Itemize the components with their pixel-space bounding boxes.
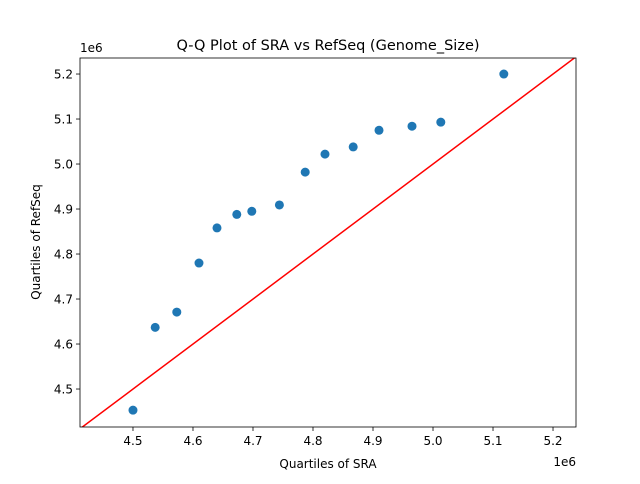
- data-point: [232, 209, 242, 219]
- data-point: [172, 307, 182, 317]
- data-point: [499, 69, 509, 79]
- x-tick-label: 4.9: [363, 434, 382, 448]
- data-point: [212, 223, 222, 233]
- data-point: [150, 322, 160, 332]
- y-tick-label: 4.7: [54, 293, 73, 307]
- x-tick-label: 5.2: [543, 434, 562, 448]
- data-point: [274, 200, 284, 210]
- x-offset-label: 1e6: [553, 455, 576, 469]
- plot-frame: [79, 57, 577, 428]
- y-tick-label: 4.5: [54, 383, 73, 397]
- data-point: [407, 121, 417, 131]
- y-offset-label: 1e6: [80, 41, 103, 55]
- y-tick-label: 4.8: [54, 248, 73, 262]
- x-tick-label: 5.0: [423, 434, 442, 448]
- x-tick-label: 4.5: [123, 434, 142, 448]
- y-tick-label: 5.1: [54, 113, 73, 127]
- y-tick-label: 4.6: [54, 338, 73, 352]
- y-tick-label: 4.9: [54, 203, 73, 217]
- x-tick-label: 4.7: [243, 434, 262, 448]
- data-point: [348, 142, 358, 152]
- data-point: [320, 149, 330, 159]
- reference-line: [81, 58, 576, 427]
- data-point: [300, 167, 310, 177]
- data-point: [247, 206, 257, 216]
- x-tick-label: 5.1: [483, 434, 502, 448]
- x-axis-label: Quartiles of SRA: [279, 457, 377, 471]
- x-tick-label: 4.6: [183, 434, 202, 448]
- data-point: [194, 258, 204, 268]
- data-point: [436, 117, 446, 127]
- y-tick-label: 5.0: [54, 158, 73, 172]
- chart-title: Q-Q Plot of SRA vs RefSeq (Genome_Size): [176, 38, 479, 54]
- data-point: [374, 125, 384, 135]
- data-point: [128, 405, 138, 415]
- x-tick-label: 4.8: [303, 434, 322, 448]
- y-axis-label: Quartiles of RefSeq: [29, 184, 43, 300]
- y-tick-label: 5.2: [54, 68, 73, 82]
